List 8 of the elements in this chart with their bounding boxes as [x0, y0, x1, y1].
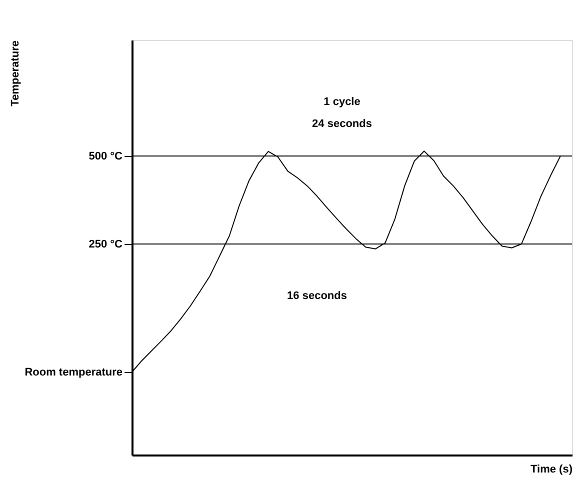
- annotation: 16 seconds: [287, 290, 347, 302]
- y-tick-label: Room temperature: [24, 366, 122, 378]
- y-tick-label: 250 °C: [88, 238, 123, 250]
- annotation: 1 cycle: [324, 96, 360, 108]
- x-axis-title: Time (s): [530, 464, 573, 476]
- y-tick-label: 500 °C: [88, 150, 123, 163]
- annotation: 24 seconds: [312, 118, 372, 130]
- y-axis-title: Temperature: [10, 40, 22, 106]
